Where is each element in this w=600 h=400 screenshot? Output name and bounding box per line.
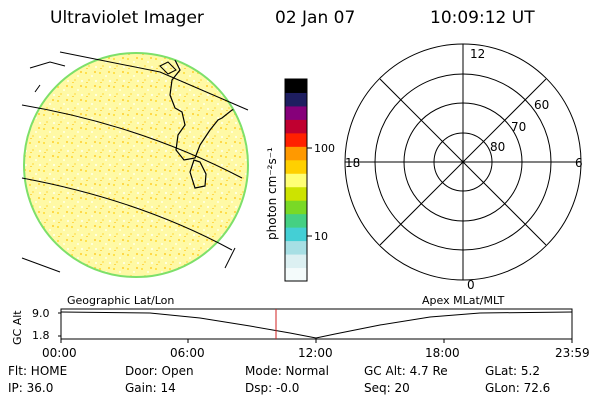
polar-label-18: 18: [345, 156, 360, 170]
x-tick-2359: 23:59: [555, 346, 590, 360]
polar-label-80: 80: [490, 140, 505, 154]
colorbar-stripe: [285, 173, 307, 188]
altitude-curve: [60, 311, 573, 339]
coastline: [169, 59, 248, 161]
coastline-peninsula: [189, 159, 207, 189]
seq-info: Seq: 20: [364, 381, 410, 395]
geographic-label: Geographic Lat/Lon: [67, 294, 175, 307]
colorbar-stripe: [285, 159, 307, 174]
colorbar-stripe: [285, 227, 307, 242]
colorbar-frame: [284, 78, 308, 282]
gc-alt-info: GC Alt: 4.7 Re: [364, 364, 448, 378]
x-tick-1200: 12:00: [298, 346, 333, 360]
disc-rim: [23, 52, 249, 278]
polar-plot: 12 0 18 6 60 70 80: [344, 43, 583, 292]
colorbar-stripe: [285, 200, 307, 215]
x-tick-1800: 18:00: [425, 346, 460, 360]
colorbar-stripe: [285, 267, 307, 282]
grid-line: [224, 247, 236, 269]
colorbar-stripes: [285, 79, 307, 282]
polar-label-12: 12: [470, 47, 485, 61]
door-info: Door: Open: [125, 364, 194, 378]
instrument-title: Ultraviolet Imager: [50, 8, 204, 28]
y-tick-high: 9.0: [32, 307, 50, 320]
colorbar-stripe: [285, 132, 307, 147]
colorbar-stripe: [285, 92, 307, 107]
grid-line: [21, 257, 61, 273]
colorbar-stripe: [285, 254, 307, 269]
polar-diagonal: [379, 78, 547, 246]
glat-info: GLat: 5.2: [485, 364, 540, 378]
observation-date: 02 Jan 07: [275, 8, 356, 28]
ip-info: IP: 36.0: [8, 381, 54, 395]
apex-label: Apex MLat/MLT: [422, 294, 505, 307]
colorbar-stripe: [285, 105, 307, 120]
colorbar-stripe: [285, 79, 307, 93]
altitude-plot: GC Alt: [11, 308, 573, 345]
colorbar-tick-label-100: 100: [314, 142, 335, 155]
grid-line: [59, 51, 249, 111]
colorbar-stripe: [285, 240, 307, 255]
grid-line: [21, 177, 233, 251]
mode-info: Mode: Normal: [245, 364, 329, 378]
y-tick-low: 1.8: [32, 329, 50, 342]
flight-info: Flt: HOME: [8, 364, 68, 378]
colorbar-tick-label-10: 10: [314, 230, 328, 243]
x-tick-0000: 00:00: [42, 346, 77, 360]
altitude-ylabel: GC Alt: [11, 310, 24, 345]
polar-label-0: 0: [467, 278, 475, 292]
island-outline: [159, 61, 177, 75]
colorbar: 100 10 photon cm⁻²s⁻¹: [265, 78, 335, 282]
grid-line: [21, 104, 243, 179]
dsp-info: Dsp: -0.0: [245, 381, 300, 395]
polar-label-60: 60: [534, 98, 549, 112]
colorbar-stripe: [285, 213, 307, 228]
colorbar-stripe: [285, 119, 307, 134]
observation-time: 10:09:12 UT: [430, 8, 535, 28]
colorbar-stripe: [285, 186, 307, 201]
geographic-map: [21, 51, 249, 278]
coastline-outer: [29, 61, 66, 93]
glon-info: GLon: 72.6: [485, 381, 551, 395]
uv-image-disc: [24, 53, 248, 277]
altitude-plot-frame: [60, 308, 573, 340]
x-tick-0600: 06:00: [170, 346, 205, 360]
colorbar-stripe: [285, 146, 307, 161]
polar-label-70: 70: [511, 120, 526, 134]
colorbar-unit-label: photon cm⁻²s⁻¹: [265, 147, 279, 240]
gain-info: Gain: 14: [125, 381, 176, 395]
polar-label-6: 6: [575, 156, 583, 170]
